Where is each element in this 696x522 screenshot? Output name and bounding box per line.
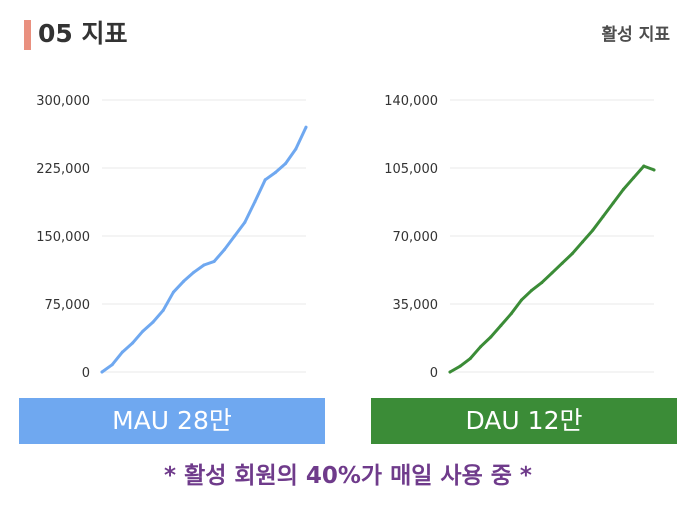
title-accent-bar [24,20,31,50]
data-point [468,356,472,360]
data-point [652,168,656,172]
data-point [550,271,554,275]
footnote: * 활성 회원의 40%가 매일 사용 중 * [164,463,532,489]
data-point [263,178,267,182]
data-point [601,215,605,219]
data-point [131,341,135,345]
data-point [448,370,452,374]
y-tick-label: 105,000 [384,162,438,177]
data-point [304,125,308,129]
data-point [489,335,493,339]
data-point [509,312,513,316]
series-line [448,164,656,374]
data-point [632,176,636,180]
y-tick-label: 70,000 [393,230,439,245]
data-point [161,308,165,312]
data-point [458,364,462,368]
data-point [284,161,288,165]
data-point [110,363,114,367]
data-point [611,201,615,205]
data-point [519,298,523,302]
data-point [294,147,298,151]
data-point [570,251,574,255]
data-point [192,270,196,274]
data-point [120,350,124,354]
data-point [273,171,277,175]
y-tick-label: 150,000 [36,230,90,245]
data-point [530,288,534,292]
data-point [560,261,564,265]
y-tick-label: 300,000 [36,94,90,109]
y-tick-label: 35,000 [393,298,439,313]
mau-banner: MAU 28만 [19,398,325,444]
data-point [581,240,585,244]
dau-banner: DAU 12만 [371,398,677,444]
data-point [171,290,175,294]
data-point [621,187,625,191]
data-point [540,281,544,285]
data-point [243,220,247,224]
y-tick-label: 75,000 [45,298,91,313]
y-tick-label: 225,000 [36,162,90,177]
section-tag: 활성 지표 [601,25,670,45]
data-point [591,228,595,232]
data-point [100,370,104,374]
data-point [182,279,186,283]
data-point [233,234,237,238]
y-tick-label: 0 [82,366,90,381]
data-point [479,345,483,349]
data-point [222,248,226,252]
y-tick-label: 140,000 [384,94,438,109]
data-point [253,200,257,204]
data-point [642,164,646,168]
data-point [141,329,145,333]
data-point [202,263,206,267]
section-title: 05 지표 [38,19,128,48]
data-point [151,320,155,324]
data-point [499,323,503,327]
y-tick-label: 0 [430,366,438,381]
data-point [212,259,216,263]
